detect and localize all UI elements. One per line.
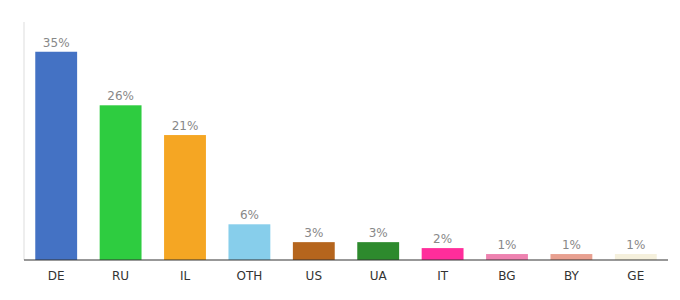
data-label: 1% bbox=[562, 238, 581, 252]
bar bbox=[100, 105, 142, 260]
bar bbox=[35, 52, 77, 260]
chart: 35% 26% 21% 6% 3% 3% 2% 1% 1% 1% DE RU IL OTH US UA IT BG… bbox=[0, 0, 680, 300]
bar bbox=[615, 254, 657, 260]
bar bbox=[486, 254, 528, 260]
data-label: 2% bbox=[433, 232, 452, 246]
x-tick-label: DE bbox=[48, 269, 65, 283]
x-tick-label: UA bbox=[370, 269, 388, 283]
bar bbox=[422, 248, 464, 260]
bar bbox=[550, 254, 592, 260]
x-tick-label: RU bbox=[112, 269, 129, 283]
chart-container: 35% 26% 21% 6% 3% 3% 2% 1% 1% 1% DE RU IL OTH US UA IT BG… bbox=[0, 0, 680, 300]
y-axis-line bbox=[24, 22, 25, 260]
x-tick-label: OTH bbox=[236, 269, 262, 283]
x-tick-label: IT bbox=[437, 269, 449, 283]
data-label: 26% bbox=[107, 89, 134, 103]
bar bbox=[357, 242, 399, 260]
data-label: 3% bbox=[304, 226, 323, 240]
x-tick-label: US bbox=[306, 269, 322, 283]
x-tick-label: BG bbox=[498, 269, 515, 283]
x-tick-label: BY bbox=[564, 269, 580, 283]
data-label: 1% bbox=[497, 238, 516, 252]
bar bbox=[293, 242, 335, 260]
x-axis-line bbox=[24, 259, 668, 260]
data-label: 1% bbox=[626, 238, 645, 252]
bar bbox=[228, 224, 270, 260]
data-label: 35% bbox=[43, 36, 70, 50]
data-label: 3% bbox=[369, 226, 388, 240]
data-label: 21% bbox=[172, 119, 199, 133]
bar bbox=[164, 135, 206, 260]
x-tick-label: GE bbox=[627, 269, 644, 283]
bars bbox=[35, 52, 656, 260]
data-label: 6% bbox=[240, 208, 259, 222]
x-tick-label: IL bbox=[180, 269, 191, 283]
